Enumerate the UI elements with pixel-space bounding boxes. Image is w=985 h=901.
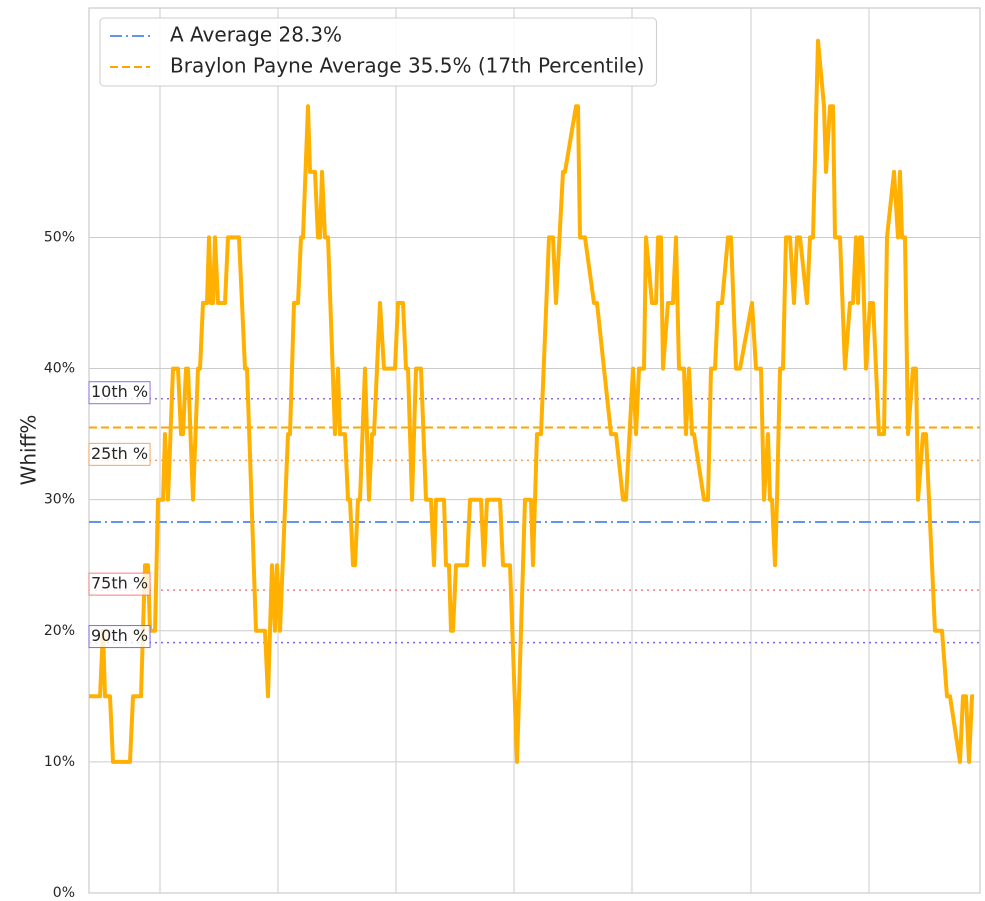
percentile-label: 25th % <box>91 444 148 463</box>
percentile-label-box <box>88 442 151 466</box>
y-tick-label: 20% <box>44 623 75 639</box>
legend-box <box>99 17 657 87</box>
percentile-label: 90th % <box>91 626 148 645</box>
data-line <box>89 38 974 764</box>
percentile-label: 75th % <box>91 574 148 593</box>
percentile-label-box <box>88 381 151 405</box>
percentile-label-box <box>88 572 151 596</box>
legend: A Average 28.3% Braylon Payne Average 35.… <box>99 17 657 87</box>
y-tick-label: 10% <box>44 754 75 770</box>
y-tick-label: 0% <box>53 885 75 901</box>
y-axis-label: Whiff% <box>17 415 41 486</box>
legend-label: Braylon Payne Average 35.5% (17th Percen… <box>170 54 644 78</box>
percentile-label: 10th % <box>91 382 148 401</box>
percentile-label-box <box>88 625 151 649</box>
y-tick-label: 30% <box>44 492 75 508</box>
y-tick-label: 50% <box>44 229 75 245</box>
legend-label: A Average 28.3% <box>170 23 342 47</box>
y-tick-label: 40% <box>44 361 75 377</box>
